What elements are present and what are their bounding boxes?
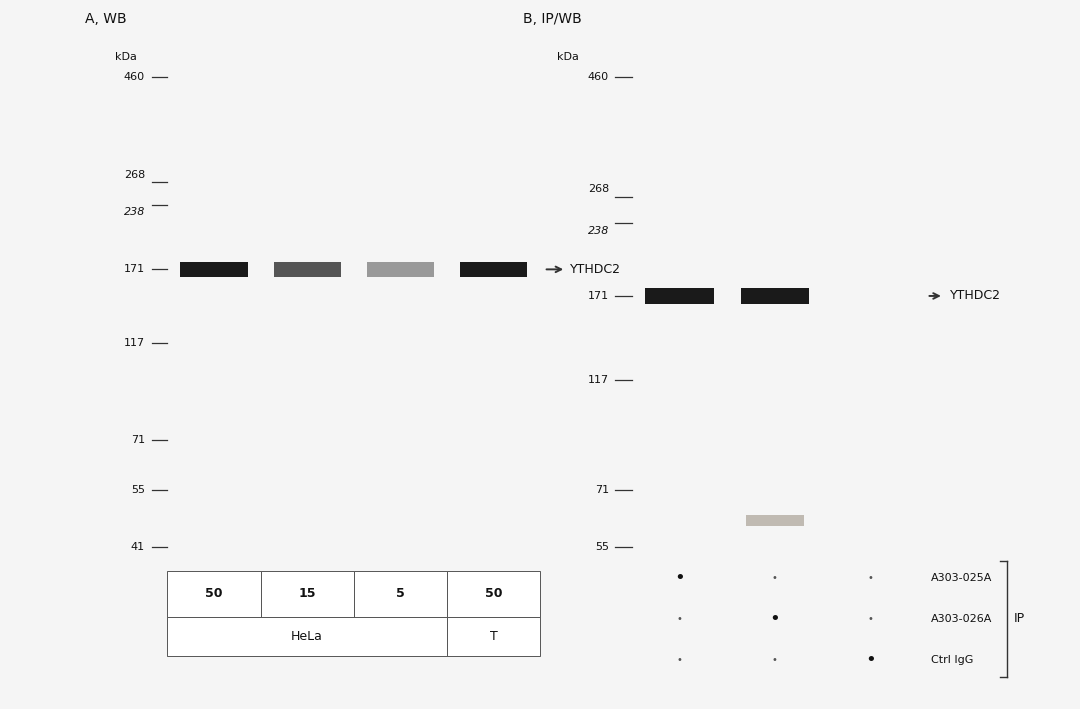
Text: •: • — [676, 655, 683, 665]
Text: 268: 268 — [588, 184, 609, 194]
Text: 117: 117 — [124, 338, 145, 348]
Bar — [746, 515, 804, 526]
Bar — [180, 262, 247, 277]
Text: 460: 460 — [124, 72, 145, 82]
Text: 5: 5 — [396, 587, 405, 601]
Text: kDa: kDa — [116, 52, 137, 62]
Text: •: • — [772, 655, 778, 665]
Bar — [741, 289, 809, 303]
Text: Ctrl IgG: Ctrl IgG — [931, 655, 973, 665]
Text: T: T — [489, 630, 497, 643]
Text: 117: 117 — [588, 375, 609, 385]
Text: 50: 50 — [205, 587, 222, 601]
Text: 71: 71 — [595, 486, 609, 496]
Text: kDa: kDa — [557, 52, 579, 62]
Text: HeLa: HeLa — [292, 630, 323, 643]
Text: 41: 41 — [131, 542, 145, 552]
Text: B, IP/WB: B, IP/WB — [523, 12, 582, 26]
Text: •: • — [865, 651, 876, 669]
Text: 268: 268 — [124, 170, 145, 181]
Text: •: • — [772, 573, 778, 583]
Bar — [645, 289, 714, 303]
Text: •: • — [770, 610, 780, 628]
Text: 55: 55 — [131, 485, 145, 495]
Text: 55: 55 — [595, 542, 609, 552]
Text: •: • — [867, 573, 874, 583]
Text: A303-025A: A303-025A — [931, 573, 993, 583]
Text: YTHDC2: YTHDC2 — [570, 263, 621, 276]
Text: 238: 238 — [588, 225, 609, 235]
Text: •: • — [867, 614, 874, 624]
Text: •: • — [676, 614, 683, 624]
Text: 171: 171 — [588, 291, 609, 301]
Text: •: • — [674, 569, 685, 587]
Text: IP: IP — [1014, 613, 1025, 625]
Text: A, WB: A, WB — [85, 12, 127, 26]
Bar — [367, 262, 434, 277]
Bar — [460, 262, 527, 277]
Text: YTHDC2: YTHDC2 — [949, 289, 1000, 303]
Text: 15: 15 — [298, 587, 315, 601]
Bar — [273, 262, 340, 277]
Text: 71: 71 — [131, 435, 145, 445]
Text: 171: 171 — [124, 264, 145, 274]
Text: A303-026A: A303-026A — [931, 614, 993, 624]
Text: 238: 238 — [124, 207, 145, 217]
Text: 460: 460 — [588, 72, 609, 82]
Text: 50: 50 — [485, 587, 502, 601]
